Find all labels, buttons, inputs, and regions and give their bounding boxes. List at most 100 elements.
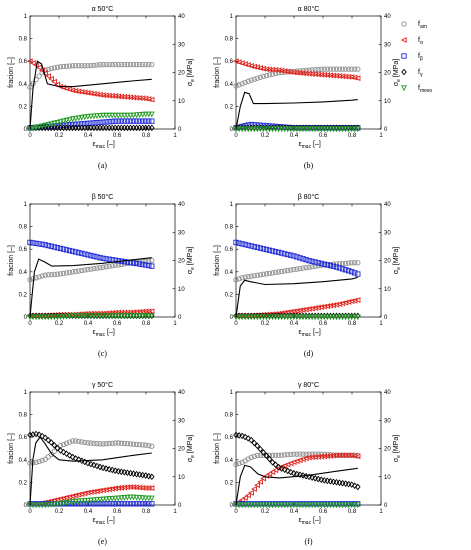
point-meso (133, 313, 140, 320)
point-am (263, 271, 270, 277)
point-meso (103, 313, 110, 320)
point-γ (291, 470, 297, 477)
point-meso (48, 121, 55, 128)
point-β (342, 501, 349, 507)
point-meso (39, 123, 46, 130)
point-β (112, 501, 118, 507)
point-β (297, 501, 303, 507)
point-γ (57, 447, 64, 454)
legend-label-α: fα (418, 37, 423, 46)
point-meso (239, 126, 246, 133)
point-am (149, 61, 155, 68)
point-meso (318, 314, 325, 321)
point-β (103, 501, 109, 507)
point-α (260, 475, 267, 482)
series-meso (233, 502, 361, 509)
x-tick-label: 0.8 (142, 133, 151, 139)
point-β (42, 242, 48, 248)
point-am (146, 61, 152, 68)
x-tick-label: 0.6 (113, 509, 122, 515)
point-am (333, 66, 340, 72)
point-meso (345, 314, 352, 321)
y2-tick-label: 0 (178, 127, 182, 133)
point-γ (251, 439, 258, 447)
y-tick-label: 1 (230, 14, 234, 20)
y-tick-label: 1 (230, 390, 234, 396)
point-am (263, 72, 270, 79)
point-am (54, 64, 61, 70)
x-tick-label: 0.4 (290, 509, 299, 515)
point-γ (284, 467, 291, 475)
point-meso (348, 314, 355, 321)
point-am (66, 439, 73, 445)
point-β (121, 501, 128, 507)
point-β (245, 501, 251, 507)
point-meso (290, 314, 297, 321)
point-am (121, 440, 128, 447)
panel-caption: (a) (98, 161, 107, 170)
series-β (233, 501, 361, 507)
point-meso (103, 112, 110, 119)
point-β (88, 252, 94, 259)
point-am (346, 66, 352, 72)
point-am (242, 79, 248, 86)
point-meso (251, 126, 258, 133)
point-meso (236, 314, 242, 321)
series-meso (27, 313, 155, 321)
point-am (100, 264, 106, 270)
point-meso (269, 502, 276, 509)
point-meso (72, 115, 79, 122)
point-meso (145, 313, 152, 320)
y2-axis-label: σe [MPa] (187, 435, 196, 462)
x-tick-label: 0 (234, 321, 238, 327)
point-α (333, 452, 340, 459)
point-γ (355, 483, 361, 491)
series-γ (27, 124, 155, 132)
series-α (26, 58, 155, 103)
point-meso (94, 313, 100, 320)
point-am (100, 61, 106, 68)
point-am (321, 66, 327, 72)
point-meso (45, 122, 52, 128)
point-β (76, 121, 82, 127)
point-β (263, 501, 270, 507)
point-β (236, 501, 242, 507)
point-γ (263, 452, 270, 460)
point-β (312, 259, 318, 265)
point-am (85, 440, 91, 446)
x-axis-label: εmac [–] (93, 141, 115, 150)
point-γ (66, 124, 73, 132)
point-meso (272, 126, 279, 133)
point-β (339, 501, 346, 507)
point-β (121, 259, 128, 265)
point-α (145, 485, 152, 491)
point-am (69, 438, 76, 444)
y-tick-label: 0.6 (225, 247, 234, 253)
y2-tick-label: 20 (384, 259, 391, 265)
point-meso (66, 117, 73, 123)
point-meso (109, 495, 116, 502)
point-meso (330, 126, 337, 133)
point-meso (339, 502, 346, 509)
point-am (124, 441, 131, 447)
point-meso (251, 502, 258, 509)
point-β (312, 501, 318, 507)
point-am (342, 66, 349, 72)
point-γ (142, 472, 149, 479)
point-β (333, 501, 340, 507)
point-β (342, 267, 349, 273)
point-β (349, 501, 355, 507)
point-am (309, 264, 315, 270)
y2-tick-label: 10 (178, 99, 185, 105)
x-axis-label: εmac [–] (93, 517, 115, 526)
point-β (121, 118, 128, 124)
point-am (39, 457, 45, 464)
point-β (36, 501, 42, 507)
point-meso (100, 112, 107, 119)
y2-tick-label: 0 (384, 127, 388, 133)
point-meso (281, 126, 288, 133)
point-am (260, 73, 267, 80)
point-β (63, 247, 70, 253)
point-am (257, 272, 264, 278)
